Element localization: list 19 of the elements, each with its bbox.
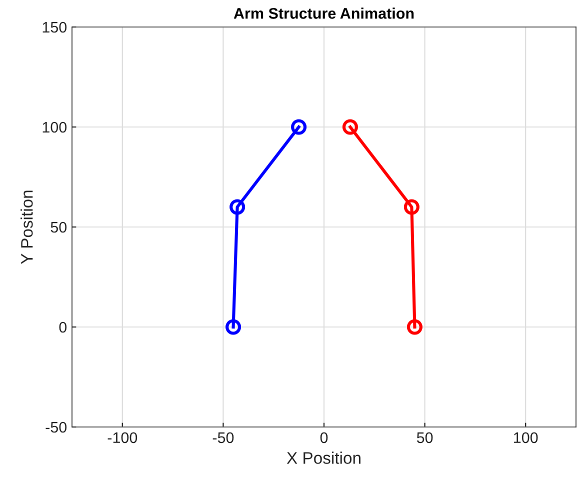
chart-title: Arm Structure Animation [234, 8, 414, 19]
x-tick-label: -50 [212, 432, 234, 444]
y-tick-label: 0 [59, 322, 67, 333]
x-tick-label: 100 [514, 432, 538, 444]
x-tick-label: 50 [416, 432, 433, 444]
point [406, 319, 422, 335]
y-tick-label: -50 [46, 422, 67, 433]
y-axis-title: Y Position [20, 190, 33, 264]
point [291, 119, 307, 135]
y-tick-label: 100 [42, 122, 67, 133]
point [342, 119, 358, 135]
y-tick-label: 50 [50, 222, 67, 233]
point [226, 319, 242, 335]
point [404, 199, 420, 215]
x-tick-label: -100 [108, 432, 138, 444]
x-axis-title: X Position [286, 452, 360, 464]
x-tick-label: 0 [320, 432, 328, 444]
point [230, 199, 246, 215]
y-tick-label: 150 [42, 22, 67, 33]
